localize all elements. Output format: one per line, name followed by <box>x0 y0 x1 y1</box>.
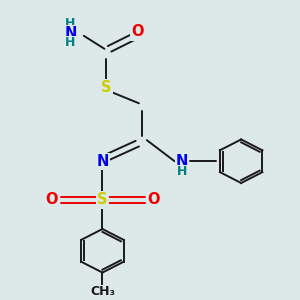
Text: H: H <box>65 17 76 30</box>
Text: O: O <box>46 192 58 207</box>
Text: H: H <box>176 165 187 178</box>
Text: O: O <box>131 24 144 39</box>
Text: CH₃: CH₃ <box>90 285 115 298</box>
Text: O: O <box>147 192 159 207</box>
Text: N: N <box>64 26 76 40</box>
Text: N: N <box>176 154 188 169</box>
Text: S: S <box>97 192 108 207</box>
Text: H: H <box>65 36 76 49</box>
Text: N: N <box>96 154 109 169</box>
Text: S: S <box>101 80 112 95</box>
